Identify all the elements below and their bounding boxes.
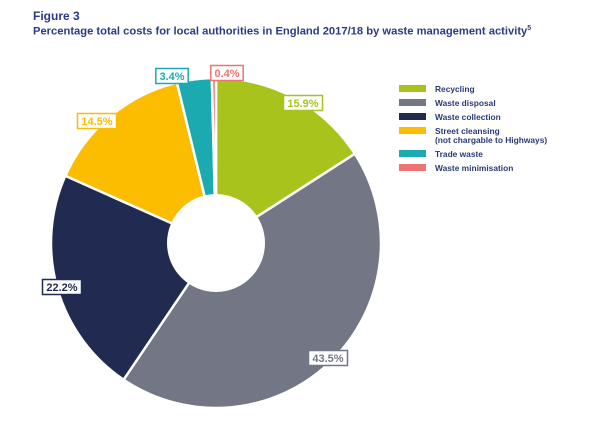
value-label-trade-waste: 3.4%	[155, 67, 189, 85]
value-label-waste-minimisation: 0.4%	[210, 64, 244, 82]
value-label-street-cleansing: 14.5%	[76, 112, 118, 130]
legend-item-waste-collection: Waste collection	[399, 113, 547, 122]
value-label-text: 22.2%	[46, 282, 77, 294]
legend-label: Trade waste	[435, 149, 483, 159]
legend-item-waste-disposal: Waste disposal	[399, 99, 547, 108]
legend-swatch	[399, 127, 426, 134]
legend-swatch	[399, 113, 426, 120]
legend-item-recycling: Recycling	[399, 85, 547, 94]
legend-item-street-cleansing: Street cleansing (not chargable to Highw…	[399, 127, 547, 145]
donut-hole	[167, 194, 265, 292]
value-label-text: 3.4%	[159, 71, 184, 83]
legend-label: Recycling	[435, 84, 475, 94]
value-label-waste-collection: 22.2%	[41, 278, 83, 296]
value-label-text: 0.4%	[214, 68, 239, 80]
chart-legend: Recycling Waste disposal Waste collectio…	[399, 85, 547, 178]
legend-swatch	[399, 85, 426, 92]
legend-label: Waste disposal	[435, 98, 496, 108]
value-label-text: 15.9%	[287, 98, 318, 110]
value-label-waste-disposal: 43.5%	[307, 349, 349, 367]
legend-swatch	[399, 150, 426, 157]
figure-title-text: Percentage total costs for local authori…	[33, 25, 528, 38]
legend-label: Waste collection	[435, 112, 501, 122]
legend-label: Street cleansing (not chargable to Highw…	[435, 126, 548, 145]
figure-number: Figure 3	[33, 9, 80, 23]
legend-label: Waste minimisation	[435, 163, 514, 173]
value-label-recycling: 15.9%	[282, 94, 324, 112]
legend-swatch	[399, 99, 426, 106]
legend-item-waste-minimisation: Waste minimisation	[399, 164, 547, 173]
figure-title: Percentage total costs for local authori…	[33, 25, 531, 38]
footnote-ref: 5	[527, 25, 532, 32]
value-label-text: 43.5%	[312, 353, 343, 365]
legend-swatch	[399, 164, 426, 171]
value-label-text: 14.5%	[81, 116, 112, 128]
legend-item-trade-waste: Trade waste	[399, 150, 547, 159]
